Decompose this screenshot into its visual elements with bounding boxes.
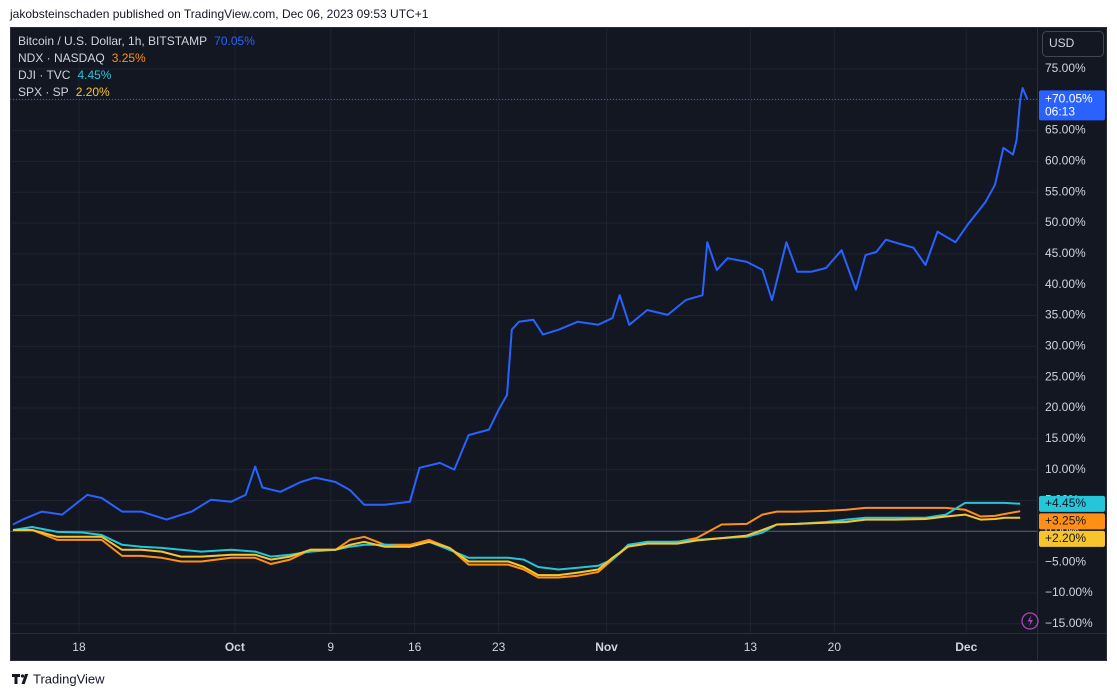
y-tick-label: 60.00% [1045, 154, 1086, 168]
y-tick-label: 65.00% [1045, 123, 1086, 137]
y-tick-label: 55.00% [1045, 184, 1086, 198]
x-tick-label: 16 [408, 640, 422, 654]
series-line [12, 501, 1021, 571]
y-tick-label: 35.00% [1045, 308, 1086, 322]
y-tick-label: −5.00% [1045, 554, 1086, 568]
x-tick-label: Dec [955, 640, 977, 654]
price-tag-label: +2.20% [1045, 531, 1086, 545]
x-tick-label: 9 [327, 640, 334, 654]
price-tag [1039, 90, 1105, 121]
y-tick-label: −15.00% [1045, 616, 1093, 630]
replay-icon-bolt [1027, 615, 1033, 627]
footer-brand: TradingView [33, 671, 105, 686]
x-tick-label: 18 [72, 640, 86, 654]
y-tick-label: 10.00% [1045, 462, 1086, 476]
y-tick-label: 25.00% [1045, 369, 1086, 383]
currency-label: USD [1049, 36, 1075, 50]
chart-panel [10, 27, 1107, 661]
y-tick-label: 30.00% [1045, 339, 1086, 353]
x-tick-label: 20 [828, 640, 842, 654]
y-tick-label: 15.00% [1045, 431, 1086, 445]
tradingview-logo [12, 674, 29, 684]
x-tick-label: Oct [225, 640, 245, 654]
price-tag-label: +3.25% [1045, 514, 1086, 528]
y-tick-label: 45.00% [1045, 246, 1086, 260]
currency-box [1042, 31, 1104, 57]
y-tick-label: 75.00% [1045, 61, 1086, 75]
x-tick-label: Nov [595, 640, 618, 654]
price-tag [1039, 530, 1105, 547]
publish-header: jakobsteinschaden published on TradingVi… [9, 7, 429, 21]
x-tick-label: 13 [744, 640, 758, 654]
price-tag-countdown: 06:13 [1045, 105, 1075, 119]
y-tick-label: −10.00% [1045, 585, 1093, 599]
series-line [13, 513, 1021, 577]
price-tag-label: +4.45% [1045, 496, 1086, 510]
legend-value: 2.20% [76, 85, 110, 99]
chart-layer: −15.00%−10.00%−5.00%0.00%5.00%10.00%15.0… [10, 27, 1107, 661]
price-tag [1039, 513, 1105, 530]
series-line [12, 87, 1029, 526]
y-tick-label: 20.00% [1045, 400, 1086, 414]
y-tick-label: 50.00% [1045, 215, 1086, 229]
price-tag-label: +70.05% [1045, 92, 1093, 106]
replay-icon [1021, 612, 1039, 630]
legend-name: NDX · NASDAQ [18, 51, 105, 65]
x-tick-label: 23 [492, 640, 506, 654]
legend-value: 70.05% [214, 34, 255, 48]
legend-value: 3.25% [112, 51, 146, 65]
legend-value: 4.45% [77, 68, 111, 82]
legend-name: DJI · TVC [18, 68, 71, 82]
price-tag [1039, 495, 1105, 512]
y-tick-label: 40.00% [1045, 277, 1086, 291]
legend-name: Bitcoin / U.S. Dollar, 1h, BITSTAMP [18, 34, 207, 48]
legend-name: SPX · SP [18, 85, 69, 99]
series-line [13, 506, 1021, 579]
